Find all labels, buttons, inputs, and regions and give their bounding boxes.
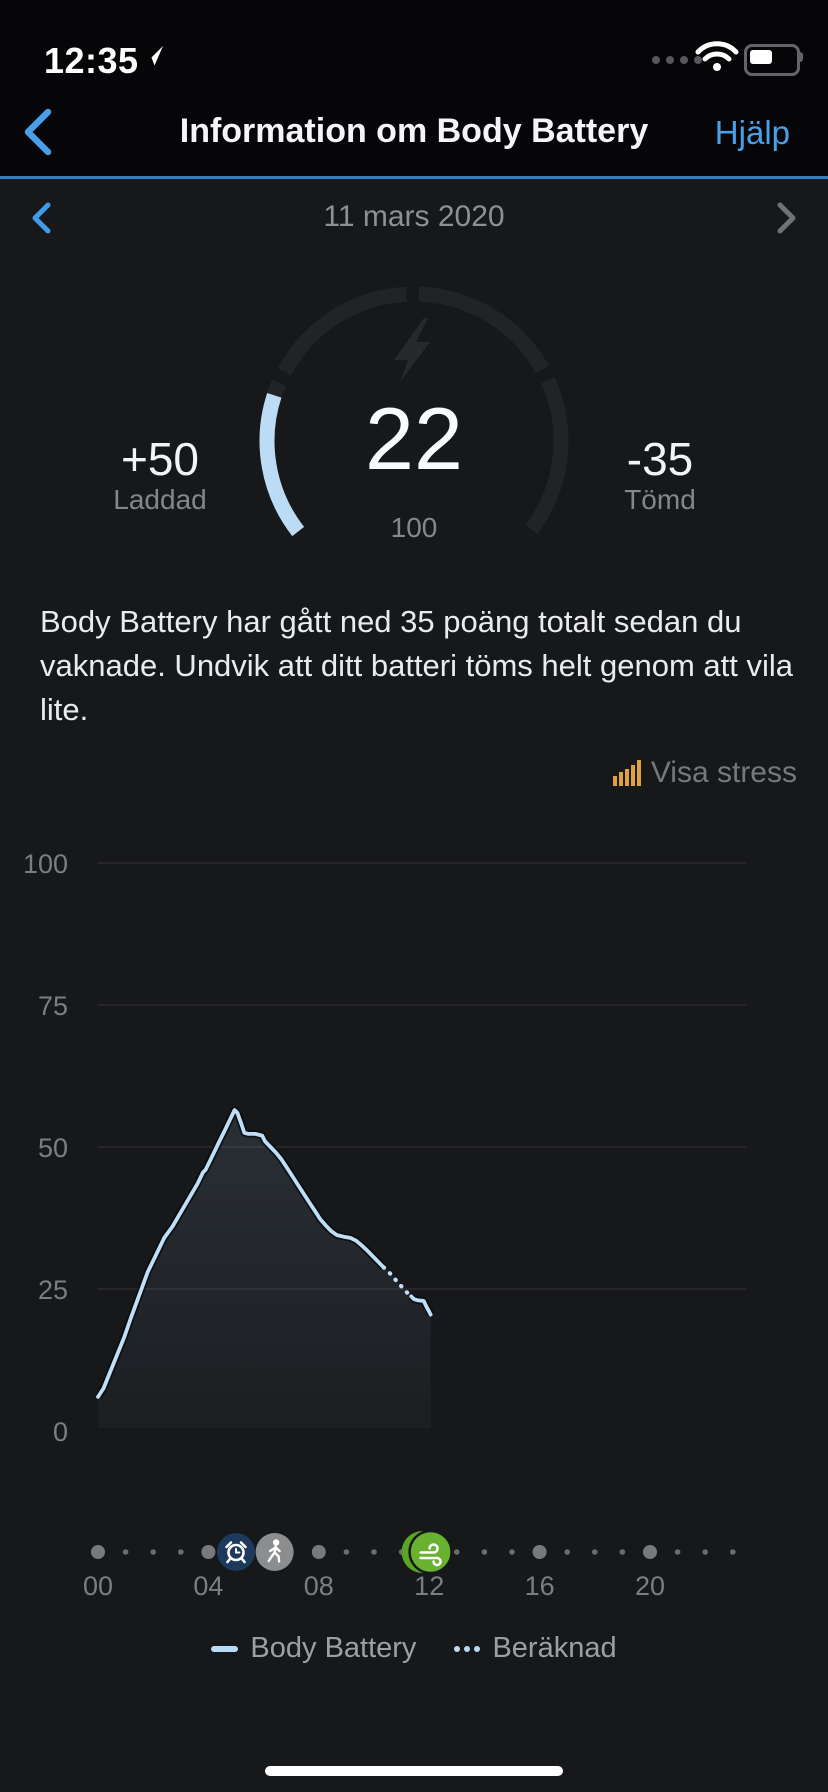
timeline-dot xyxy=(343,1549,350,1555)
walk-event[interactable] xyxy=(255,1533,294,1571)
home-indicator[interactable] xyxy=(265,1766,563,1776)
wifi-icon xyxy=(695,41,739,71)
timeline-dot xyxy=(201,1545,216,1559)
timeline-dot xyxy=(150,1549,156,1555)
timeline-dot xyxy=(619,1549,626,1555)
y-axis-label: 25 xyxy=(38,1275,68,1305)
timeline-dot xyxy=(178,1549,184,1555)
timeline-dot xyxy=(643,1545,657,1559)
status-time: 12:35 xyxy=(44,40,139,81)
gauge-track-segment xyxy=(277,286,408,376)
lightning-icon xyxy=(394,318,430,382)
chart-line-body-battery xyxy=(409,1294,433,1317)
date-prev-button[interactable] xyxy=(29,201,53,235)
gauge-value: 22 xyxy=(365,389,463,488)
timeline-dot xyxy=(122,1549,129,1555)
y-axis-label: 0 xyxy=(53,1417,68,1447)
location-arrow-icon xyxy=(144,46,163,66)
date-next-button[interactable] xyxy=(775,201,799,235)
timeline-dot xyxy=(564,1549,570,1555)
chart-line-body-battery xyxy=(96,1108,386,1399)
y-axis-label: 100 xyxy=(23,849,68,879)
charged-label: Laddad xyxy=(113,484,207,515)
charged-value: +50 xyxy=(120,433,200,485)
chart-legend: Body Battery Beräknad xyxy=(0,1632,828,1665)
chart-line-estimated xyxy=(381,1265,414,1299)
timeline-dot xyxy=(702,1549,708,1555)
legend-line-swatch xyxy=(211,1645,239,1652)
battery-icon xyxy=(744,44,800,76)
summary-text: Body Battery har gått ned 35 poäng total… xyxy=(40,604,793,727)
timeline-dot xyxy=(311,1545,326,1559)
x-axis-label: 20 xyxy=(635,1571,665,1601)
timeline-dot xyxy=(592,1549,598,1555)
timeline-dot xyxy=(398,1549,405,1555)
timeline-dot xyxy=(509,1549,515,1555)
timeline-dot xyxy=(91,1545,105,1559)
back-button[interactable] xyxy=(20,107,56,157)
timeline-dot xyxy=(532,1545,547,1559)
chart-line-halo xyxy=(408,1293,434,1317)
x-axis-label: 08 xyxy=(304,1571,334,1601)
gauge-max: 100 xyxy=(390,512,438,543)
battery-nub xyxy=(799,52,803,62)
legend-label-beraknad: Beräknad xyxy=(492,1632,617,1664)
timeline-dot xyxy=(730,1549,736,1555)
timeline-dot xyxy=(674,1549,681,1555)
drained-value: -35 xyxy=(626,433,694,485)
walk-icon xyxy=(267,1539,281,1563)
legend-dots-swatch xyxy=(454,1645,481,1652)
battery-fill xyxy=(750,50,772,64)
stress-toggle-label: Visa stress xyxy=(650,756,797,789)
x-axis-label: 00 xyxy=(83,1571,113,1601)
wind-icon xyxy=(419,1543,442,1567)
chart-area-fill xyxy=(98,1110,431,1428)
y-axis-label: 50 xyxy=(38,1133,68,1163)
stress-bars-icon xyxy=(612,760,641,786)
timeline-dot xyxy=(454,1549,460,1555)
page-title: Information om Body Battery xyxy=(179,112,649,150)
header-bar xyxy=(0,0,828,179)
x-axis-label: 04 xyxy=(193,1571,223,1601)
x-axis-label: 12 xyxy=(414,1571,444,1601)
body-battery-chart[interactable]: 0 25 50 75 100 xyxy=(23,849,746,1447)
help-link[interactable]: Hjälp xyxy=(714,114,790,151)
cellular-dots-icon xyxy=(652,56,702,64)
timeline: 00 04 08 12 16 20 xyxy=(83,1529,736,1601)
alarm-icon xyxy=(225,1541,247,1564)
alarm-event[interactable] xyxy=(217,1533,255,1571)
date-label: 11 mars 2020 xyxy=(323,200,505,233)
legend-label-body-battery: Body Battery xyxy=(250,1632,417,1664)
gauge-track-segment xyxy=(418,286,549,374)
timeline-dot xyxy=(481,1549,488,1555)
show-stress-toggle[interactable]: Visa stress xyxy=(612,756,797,789)
chart-line-halo xyxy=(94,1106,387,1399)
x-axis-label: 16 xyxy=(525,1571,555,1601)
y-axis-label: 75 xyxy=(38,991,68,1021)
drained-label: Tömd xyxy=(624,484,696,515)
wind-event[interactable] xyxy=(401,1529,453,1575)
timeline-dot xyxy=(371,1549,377,1555)
